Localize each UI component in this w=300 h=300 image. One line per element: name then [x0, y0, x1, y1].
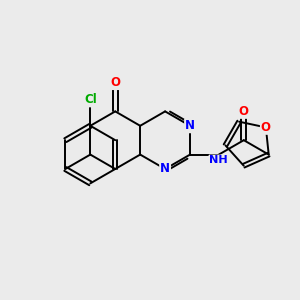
Text: O: O: [110, 76, 120, 89]
Text: N: N: [185, 119, 195, 132]
Text: Cl: Cl: [84, 93, 97, 106]
Text: O: O: [261, 121, 271, 134]
Text: NH: NH: [209, 155, 228, 166]
Text: N: N: [160, 163, 170, 176]
Text: O: O: [239, 105, 249, 118]
